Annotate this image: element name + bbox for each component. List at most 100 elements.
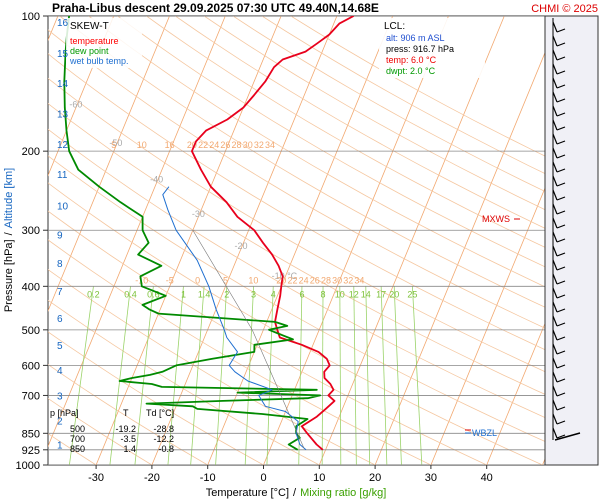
table-row-t: -19.2: [115, 424, 136, 434]
lcl-alt: alt: 906 m ASL: [386, 33, 445, 43]
wind-barb-staff: [552, 147, 558, 159]
isotherm-label-400: -5: [166, 275, 174, 285]
dry-adiabat-line: [48, 210, 487, 465]
wind-barb-staff: [552, 301, 558, 313]
isotherm-label-200: 24: [209, 140, 219, 150]
wind-barb: [552, 217, 566, 229]
wind-barb-staff: [552, 63, 558, 75]
wind-barb-staff: [552, 413, 558, 425]
isotherm-label-400: 26: [310, 275, 320, 285]
wind-barbs-column: [544, 15, 599, 466]
dry-adiabat-line: [48, 155, 545, 442]
altitude-tick-label: 4: [57, 366, 63, 377]
isotherm-label: -70: [30, 59, 43, 69]
isotherm-label-400: 32: [343, 275, 353, 285]
mixing-ratio-label: 2: [224, 289, 229, 299]
altitude-tick-label: 9: [57, 231, 63, 242]
wind-barb-flag: [556, 140, 566, 145]
mixing-ratio-label: 6: [299, 289, 304, 299]
legend: SKEW-T temperature dew point wet bulb te…: [66, 18, 142, 68]
mixing-ratio-line: [380, 286, 388, 465]
wind-barb: [552, 63, 566, 75]
altitude-tick-label: 11: [57, 170, 68, 181]
dry-adiabat-line: [261, 16, 545, 175]
isotherm-line: [374, 51, 545, 465]
mixing-ratio-line: [412, 286, 423, 465]
ylabel-altitude: Altitude [km]: [3, 168, 15, 229]
wind-barb-staff: [552, 259, 558, 271]
wind-barb-flag: [556, 98, 566, 103]
mixing-ratio-label: 4: [271, 289, 276, 299]
wind-barb: [552, 273, 566, 285]
svg-text:Pressure [hPa]/Altitude [km]: Pressure [hPa] / Altitude [km]: [3, 168, 15, 312]
wind-barb: [552, 147, 566, 159]
wind-barb-staff: [552, 77, 558, 89]
y-axis-title: Pressure [hPa] / Altitude [km]: [3, 168, 15, 312]
isotherm-label-400: 22: [287, 275, 297, 285]
temperature-tick-label: 20: [369, 472, 381, 484]
dry-adiabat-line: [48, 331, 264, 465]
isotherm-label-200: 30: [243, 140, 253, 150]
wind-barb-staff: [552, 21, 558, 33]
mixing-ratio-label: 12: [349, 289, 359, 299]
wind-barb: [552, 35, 566, 47]
table-row-t: 1.4: [123, 444, 136, 454]
wind-barb: [552, 329, 566, 341]
altitude-tick-label: 16: [57, 18, 69, 29]
wind-barb: [552, 189, 566, 201]
isotherm-label-200: 10: [137, 140, 147, 150]
wind-barb-staff: [552, 105, 558, 117]
dry-adiabat-line: [203, 16, 545, 211]
table-row-p: 850: [70, 444, 85, 454]
pressure-tick-label: 400: [22, 281, 40, 293]
wind-barb: [552, 385, 566, 397]
wind-barb-flag: [556, 378, 566, 383]
dry-adiabat-line: [290, 16, 545, 157]
pressure-tick-label: 925: [22, 445, 40, 457]
wind-barb-staff: [552, 385, 558, 397]
wind-barb-staff: [552, 315, 558, 327]
wind-barb-flag: [556, 434, 566, 439]
altitude-tick-label: 14: [57, 79, 69, 90]
isotherm-label-200: 32: [254, 140, 264, 150]
isotherm-label-200: 26: [220, 140, 230, 150]
table-row-td: -28.8: [153, 424, 174, 434]
isotherm-line: [430, 187, 545, 465]
dry-adiabat-line: [48, 299, 320, 465]
isotherm-line: [0, 16, 2, 465]
isotherm-label-200: 16: [165, 140, 175, 150]
copyright: CHMI © 2025: [531, 3, 598, 15]
ylabel-separator: /: [3, 231, 15, 235]
wind-barb-staff: [552, 287, 558, 299]
wind-barb-flag: [556, 42, 566, 47]
profile-wet-bulb-temp: [162, 186, 307, 451]
altitude-tick-label: 1: [57, 440, 63, 451]
profile-temperature: [191, 16, 355, 451]
temperature-tick-label: -10: [200, 472, 216, 484]
mixing-ratio-label: 20: [389, 289, 399, 299]
altitude-tick-label: 6: [57, 314, 63, 325]
mixing-ratio-label: 25: [407, 289, 417, 299]
isotherm-label: -30: [192, 209, 205, 219]
mixing-ratio-label: 8: [321, 289, 326, 299]
wind-barb-staff: [552, 133, 558, 145]
wind-barb: [552, 91, 566, 103]
wind-barb-flag: [556, 336, 566, 341]
temperature-tick-label: 40: [481, 472, 493, 484]
wind-barb-flag: [556, 154, 566, 159]
lcl-press: press: 916.7 hPa: [386, 44, 454, 54]
wind-barb: [552, 105, 566, 117]
pressure-tick-label: 500: [22, 325, 40, 337]
wind-barb-flag: [556, 308, 566, 313]
plot-frame: [47, 15, 546, 466]
x-axis-title: Temperature [°C] / Mixing ratio [g/kg]: [206, 487, 387, 499]
wind-barb: [552, 231, 566, 243]
mixing-ratio-label: 0.6: [147, 289, 160, 299]
isotherm-label-200: 34: [265, 140, 275, 150]
wind-barb: [552, 357, 566, 369]
lcl-temp: temp: 6.0 °C: [386, 55, 437, 65]
isotherm-label: -20: [234, 241, 247, 251]
parcel-path: [192, 230, 305, 449]
wind-barb-flag: [556, 294, 566, 299]
